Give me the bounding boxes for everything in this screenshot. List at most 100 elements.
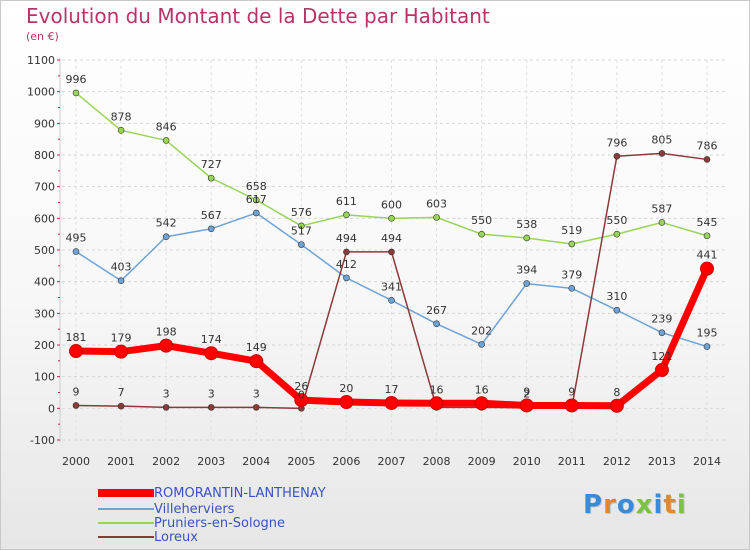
x-tick-label: 2003 <box>197 455 225 468</box>
data-point <box>343 248 350 256</box>
data-point <box>654 363 669 378</box>
data-label: 3 <box>163 387 170 400</box>
data-point <box>69 344 83 359</box>
data-label: 310 <box>606 290 627 303</box>
data-label: 16 <box>475 383 489 396</box>
x-tick-label: 2007 <box>378 455 406 468</box>
data-point <box>117 277 125 285</box>
data-label: 587 <box>651 202 672 215</box>
data-point <box>388 297 395 304</box>
data-point <box>298 241 305 248</box>
data-point <box>388 215 395 222</box>
data-label: 878 <box>111 110 132 123</box>
x-tick-label: 2005 <box>287 455 315 468</box>
x-tick-label: 2013 <box>648 455 676 468</box>
legend-item: Loreux <box>98 530 198 545</box>
data-point <box>117 402 125 410</box>
data-label: 545 <box>697 216 718 229</box>
data-point <box>474 396 489 411</box>
x-tick-label: 2012 <box>603 455 631 468</box>
x-tick-label: 2006 <box>332 455 360 468</box>
data-point <box>478 230 485 238</box>
data-label: 796 <box>606 136 627 149</box>
data-label: 195 <box>697 327 718 340</box>
legend-item: Villeherviers <box>98 502 234 517</box>
data-label: 805 <box>651 133 672 146</box>
data-point <box>609 398 624 413</box>
x-tick-label: 2002 <box>152 455 180 468</box>
data-label: 996 <box>66 73 87 86</box>
data-label: 7 <box>118 386 125 399</box>
x-tick-label: 2001 <box>107 455 135 468</box>
data-point <box>343 211 350 219</box>
data-label: 567 <box>201 209 222 222</box>
y-tick-label: 400 <box>34 276 55 289</box>
data-label: 181 <box>66 331 87 344</box>
data-point <box>429 396 444 411</box>
legend-item: ROMORANTIN-LANTHENAY <box>98 485 326 501</box>
data-point <box>252 404 260 411</box>
chart-unit: (en €) <box>26 30 59 43</box>
legend-swatch <box>98 522 154 524</box>
data-point <box>159 338 174 353</box>
data-label: 8 <box>613 386 620 399</box>
data-label: 379 <box>561 268 582 281</box>
data-label: 9 <box>523 385 530 398</box>
data-point <box>162 233 170 240</box>
data-point <box>339 395 354 409</box>
data-label: 394 <box>516 264 537 277</box>
legend-swatch <box>98 508 154 510</box>
x-tick-label: 2014 <box>693 455 721 468</box>
data-point <box>117 127 125 134</box>
x-tick-label: 2000 <box>62 455 90 468</box>
data-label: 0 <box>298 388 305 401</box>
data-label: 9 <box>73 385 80 398</box>
data-label: 519 <box>561 224 582 237</box>
data-label: 179 <box>111 332 132 345</box>
data-label: 550 <box>606 214 627 227</box>
data-point <box>564 398 579 413</box>
data-point <box>658 150 666 157</box>
data-point <box>703 156 711 163</box>
data-point <box>433 214 440 221</box>
data-point <box>388 248 395 256</box>
data-point <box>478 341 485 348</box>
y-tick-label: 100 <box>34 371 55 384</box>
x-tick-label: 2010 <box>513 455 541 468</box>
data-point <box>207 225 215 233</box>
data-point <box>613 230 621 238</box>
y-tick-label: 700 <box>34 181 55 194</box>
y-tick-label: 900 <box>34 117 55 130</box>
data-label: 542 <box>156 217 177 230</box>
legend-label: Pruniers-en-Sologne <box>154 515 286 531</box>
data-point <box>703 343 711 350</box>
data-label: 611 <box>336 195 357 208</box>
y-tick-label: 800 <box>34 149 55 162</box>
data-label: 26 <box>294 380 308 393</box>
y-tick-label: -100 <box>30 434 55 447</box>
data-label: 727 <box>201 158 222 171</box>
data-point <box>433 320 440 328</box>
data-point <box>207 404 215 411</box>
data-label: 517 <box>291 225 312 238</box>
data-point <box>523 234 531 242</box>
y-tick-label: 600 <box>34 212 55 225</box>
data-point <box>249 354 264 369</box>
data-point <box>658 329 666 336</box>
chart-title: Evolution du Montant de la Dette par Hab… <box>26 4 490 28</box>
data-label: 149 <box>246 341 267 354</box>
data-label: 494 <box>336 232 357 245</box>
data-label: 121 <box>651 350 672 363</box>
y-tick-label: 1000 <box>27 86 55 99</box>
data-label: 20 <box>339 382 353 395</box>
data-label: 538 <box>516 218 537 231</box>
x-tick-label: 2009 <box>468 455 496 468</box>
data-label: 267 <box>426 304 447 317</box>
data-label: 2 <box>523 388 530 401</box>
data-point <box>523 280 531 287</box>
data-label: 576 <box>291 206 312 219</box>
y-tick-label: 500 <box>34 244 55 257</box>
legend-label: ROMORANTIN-LANTHENAY <box>154 485 326 501</box>
proxiti-logo: Proxiti <box>583 490 687 520</box>
data-label: 17 <box>385 383 399 396</box>
